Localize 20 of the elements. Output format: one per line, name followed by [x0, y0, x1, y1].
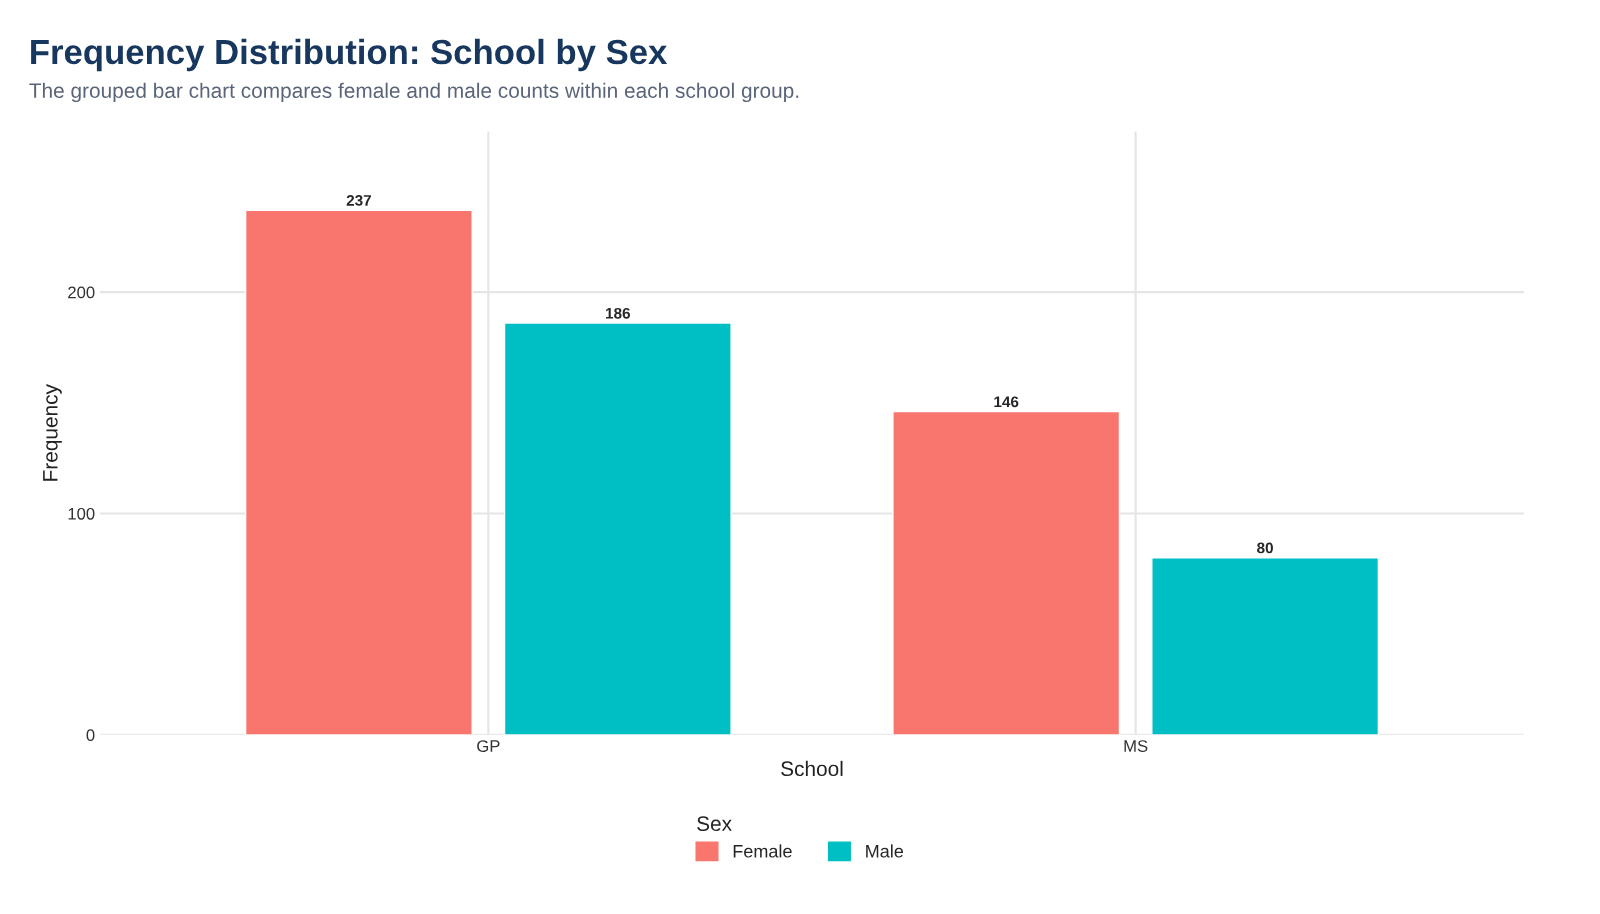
y-axis-title: Frequency: [43, 384, 62, 481]
data-label: 80: [1257, 542, 1273, 554]
x-axis-title: School: [781, 760, 843, 777]
y-tick-label: 100: [68, 507, 95, 520]
data-label: 186: [606, 307, 631, 319]
data-label: 146: [994, 396, 1019, 408]
legend-label: Female: [733, 844, 792, 858]
x-tick-label: GP: [477, 740, 500, 752]
legend-title: Sex: [697, 816, 732, 832]
legend-label: Male: [866, 844, 904, 858]
x-tick-label: MS: [1124, 740, 1148, 752]
chart-title: Frequency Distribution: School by Sex: [31, 38, 668, 72]
bar: [892, 410, 1121, 735]
data-label: 237: [346, 194, 371, 206]
bar: [503, 322, 732, 735]
bar: [1151, 557, 1380, 735]
bar: [244, 209, 473, 735]
y-tick-label: 200: [68, 286, 95, 299]
chart-subtitle: The grouped bar chart compares female and male counts within each school group.: [29, 82, 799, 103]
y-tick-label: 0: [86, 729, 95, 742]
